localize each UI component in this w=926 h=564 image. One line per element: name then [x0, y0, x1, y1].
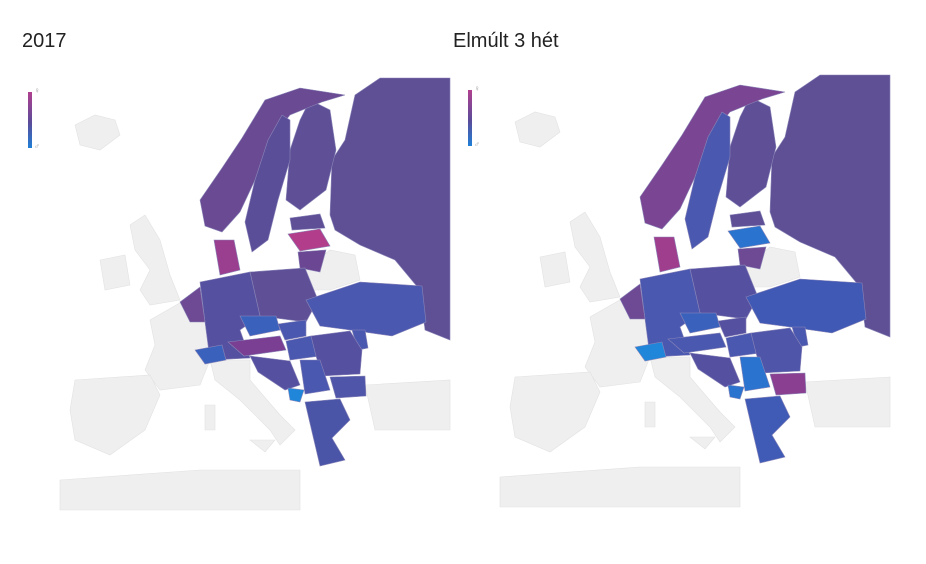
land-uk [569, 211, 621, 303]
country-austria[interactable] [667, 332, 727, 354]
male-icon: ♂ [474, 140, 480, 149]
europe-map-1 [59, 77, 451, 511]
country-switzerland[interactable] [634, 341, 667, 362]
land-africa [59, 469, 301, 511]
country-benelux[interactable] [619, 283, 646, 320]
country-norway[interactable] [199, 87, 346, 233]
country-slovakia[interactable] [717, 316, 747, 338]
land-italy [649, 356, 736, 443]
land-ireland [539, 251, 571, 288]
land-sardinia [204, 404, 216, 431]
country-denmark[interactable] [213, 239, 241, 276]
country-balkans[interactable] [689, 352, 741, 388]
female-icon: ♀ [34, 86, 40, 95]
land-sicily [689, 436, 716, 450]
country-balkans[interactable] [249, 355, 301, 391]
europe-map-2 [499, 74, 891, 508]
country-ukraine[interactable] [745, 278, 867, 334]
land-iceland [514, 111, 561, 148]
country-estonia[interactable] [289, 213, 326, 231]
map-title-2017: 2017 [22, 30, 67, 52]
country-finland[interactable] [725, 96, 777, 208]
country-serbia[interactable] [739, 356, 771, 392]
land-iberia [69, 374, 161, 456]
map-title-last-3-weeks: Elmúlt 3 hét [453, 30, 559, 52]
country-greece[interactable] [304, 398, 351, 467]
country-serbia[interactable] [299, 359, 331, 395]
country-czechia[interactable] [679, 312, 721, 334]
country-greece[interactable] [744, 395, 791, 464]
country-finland[interactable] [285, 99, 337, 211]
gender-legend-bar-1 [28, 92, 32, 148]
land-turkey [804, 376, 891, 428]
country-denmark[interactable] [653, 236, 681, 273]
land-sicily [249, 439, 276, 453]
country-benelux[interactable] [179, 286, 206, 323]
country-romania[interactable] [310, 330, 363, 377]
land-sardinia [644, 401, 656, 428]
country-austria[interactable] [227, 335, 287, 357]
male-icon: ♂ [34, 142, 40, 151]
country-sweden[interactable] [684, 111, 731, 250]
land-turkey [364, 379, 451, 431]
female-icon: ♀ [474, 84, 480, 93]
land-ireland [99, 254, 131, 291]
country-montenegro[interactable] [727, 384, 745, 400]
country-bulgaria[interactable] [769, 372, 807, 396]
land-africa [499, 466, 741, 508]
country-sweden[interactable] [244, 114, 291, 253]
land-iberia [509, 371, 601, 453]
country-estonia[interactable] [729, 210, 766, 228]
country-bulgaria[interactable] [329, 375, 367, 399]
country-czechia[interactable] [239, 315, 281, 337]
country-poland[interactable] [689, 264, 759, 320]
land-uk [129, 214, 181, 306]
country-ukraine[interactable] [305, 281, 427, 337]
gender-legend-bar-2 [468, 90, 472, 146]
country-norway[interactable] [639, 84, 786, 230]
land-italy [209, 359, 296, 446]
country-switzerland[interactable] [194, 344, 227, 365]
country-lithuania[interactable] [737, 246, 767, 270]
country-slovakia[interactable] [277, 319, 307, 341]
land-iceland [74, 114, 121, 151]
country-montenegro[interactable] [287, 387, 305, 403]
country-latvia[interactable] [727, 225, 771, 249]
country-latvia[interactable] [287, 228, 331, 252]
country-romania[interactable] [750, 327, 803, 374]
country-lithuania[interactable] [297, 249, 327, 273]
country-poland[interactable] [249, 267, 319, 323]
